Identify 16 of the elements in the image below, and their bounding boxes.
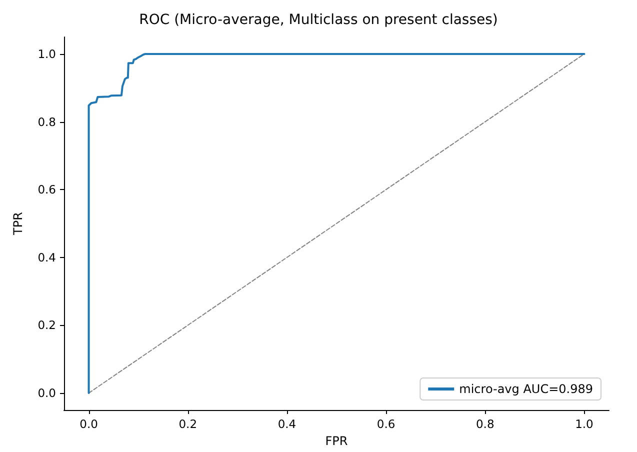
x-axis-title: FPR [325,434,348,448]
x-tick-label: 0.4 [278,417,296,431]
y-axis-title: TPR [11,212,25,236]
y-tick-label: 0.0 [38,386,56,400]
chart-title: ROC (Micro-average, Multiclass on present classes) [139,12,498,28]
x-tick-label: 0.6 [376,417,396,431]
x-tick-label: 0.2 [178,417,198,431]
x-tick-label: 0.8 [476,417,494,431]
y-tick-label: 0.8 [38,114,56,129]
y-tick-label: 0.6 [38,182,56,197]
y-tick-label: 1.0 [38,46,56,61]
x-tick-label: 1.0 [575,417,594,431]
x-tick-label: 0.0 [80,417,98,431]
y-tick-label: 0.2 [38,318,56,332]
y-tick-label: 0.4 [38,250,56,264]
legend-label: micro-avg AUC=0.989 [459,382,594,396]
